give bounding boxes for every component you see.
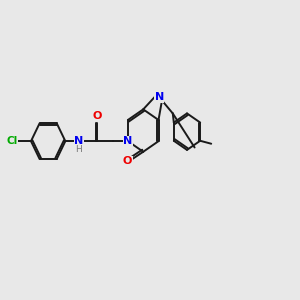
Text: H: H bbox=[76, 145, 82, 154]
Text: N: N bbox=[123, 136, 133, 146]
Text: O: O bbox=[123, 157, 132, 166]
Text: N: N bbox=[154, 92, 164, 102]
Text: N: N bbox=[123, 136, 133, 146]
Text: N: N bbox=[74, 136, 83, 146]
Text: Cl: Cl bbox=[6, 136, 17, 146]
Text: O: O bbox=[93, 111, 102, 122]
